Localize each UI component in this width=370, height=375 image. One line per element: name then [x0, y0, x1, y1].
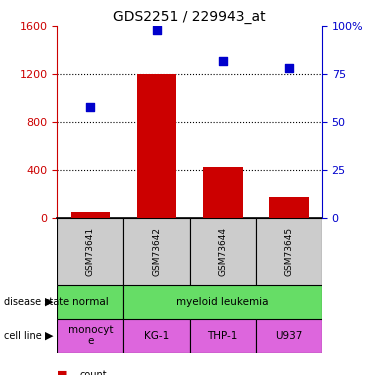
Bar — [57, 285, 124, 319]
Bar — [57, 217, 124, 285]
Text: myeloid leukemia: myeloid leukemia — [176, 297, 269, 307]
Text: normal: normal — [72, 297, 109, 307]
Bar — [256, 319, 322, 352]
Point — [154, 27, 159, 33]
Text: GSM73645: GSM73645 — [284, 226, 293, 276]
Text: monocyt
e: monocyt e — [68, 325, 113, 346]
Text: cell line: cell line — [4, 331, 41, 340]
Bar — [57, 319, 124, 352]
Bar — [189, 319, 256, 352]
Bar — [203, 167, 242, 217]
Point — [87, 104, 93, 110]
Text: GSM73641: GSM73641 — [86, 226, 95, 276]
Bar — [124, 285, 322, 319]
Text: GSM73644: GSM73644 — [218, 227, 227, 276]
Bar — [189, 217, 256, 285]
Bar — [137, 74, 176, 217]
Text: ▶: ▶ — [45, 331, 54, 340]
Bar — [71, 211, 110, 217]
Point — [286, 65, 292, 71]
Bar — [124, 217, 189, 285]
Text: disease state: disease state — [4, 297, 69, 307]
Point — [220, 58, 226, 64]
Title: GDS2251 / 229943_at: GDS2251 / 229943_at — [113, 10, 266, 24]
Text: U937: U937 — [275, 331, 303, 340]
Text: KG-1: KG-1 — [144, 331, 169, 340]
Text: count: count — [80, 370, 107, 375]
Text: GSM73642: GSM73642 — [152, 227, 161, 276]
Text: THP-1: THP-1 — [208, 331, 238, 340]
Bar — [124, 319, 189, 352]
Bar — [269, 197, 309, 217]
Text: ■: ■ — [57, 370, 68, 375]
Bar — [256, 217, 322, 285]
Text: ▶: ▶ — [45, 297, 54, 307]
